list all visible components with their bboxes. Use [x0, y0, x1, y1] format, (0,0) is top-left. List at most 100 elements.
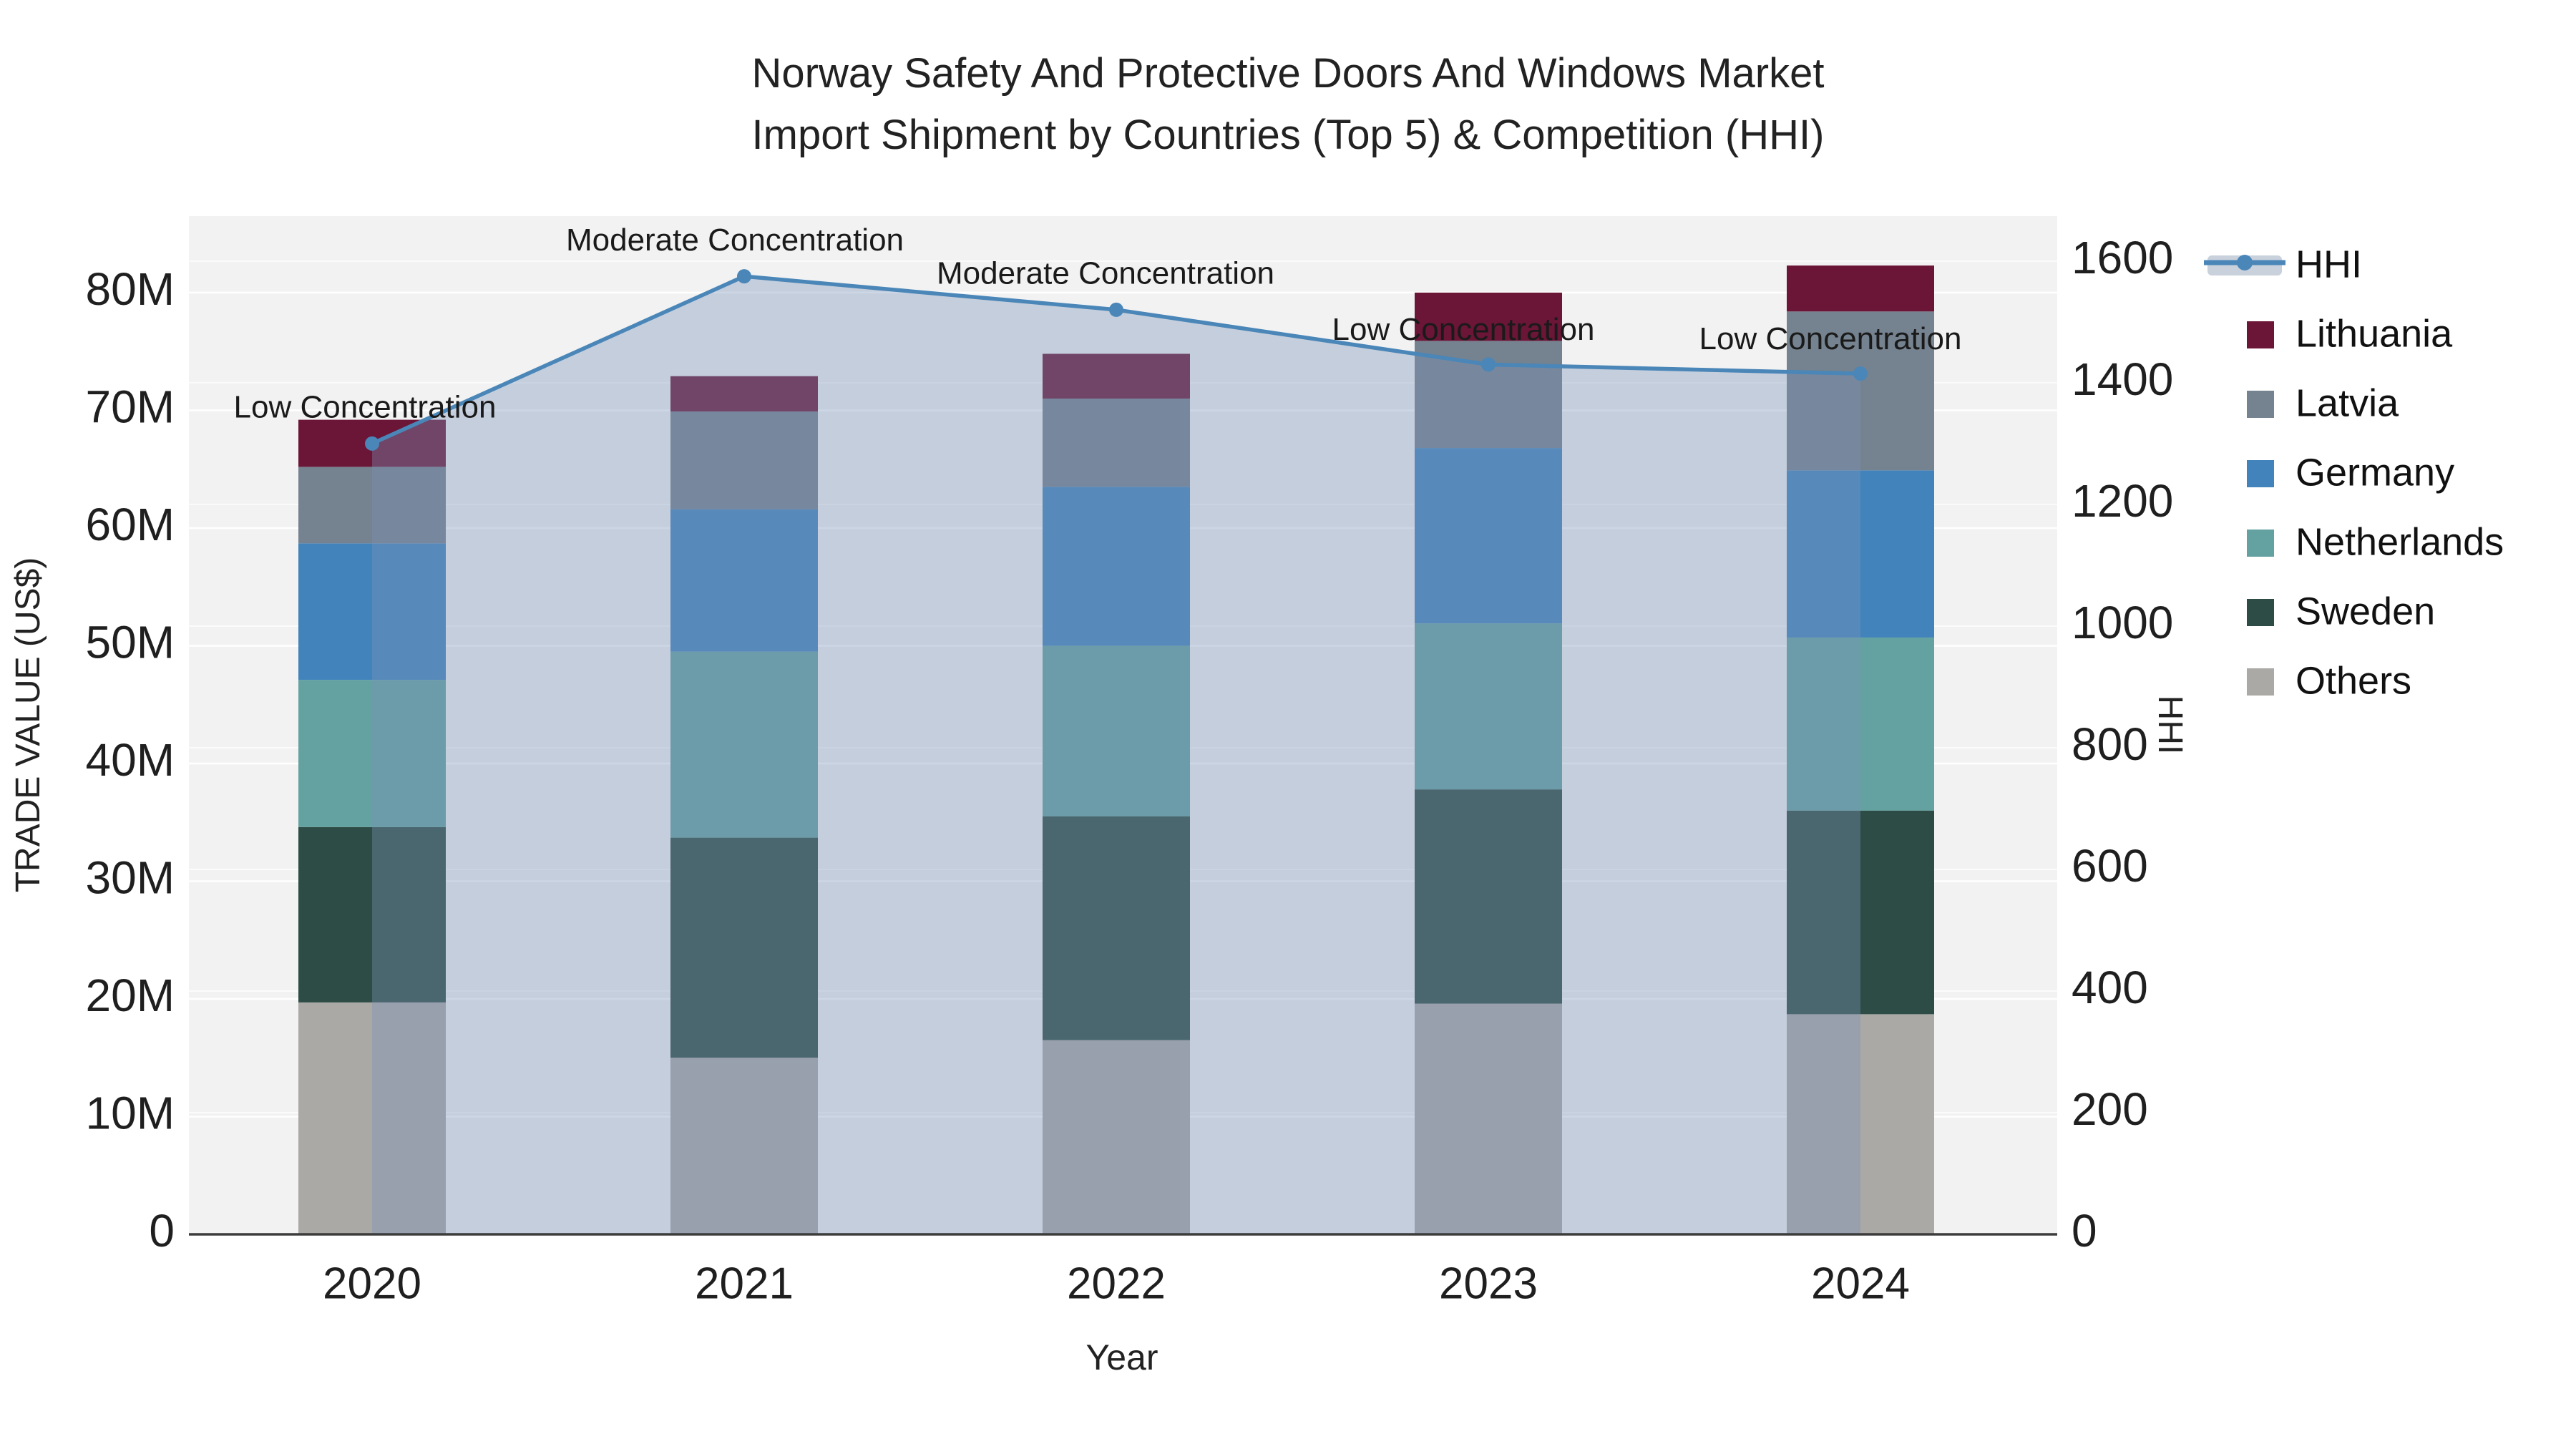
hhi-marker-2024[interactable] — [1853, 366, 1868, 381]
bar-segment-others-2020[interactable] — [298, 1002, 446, 1234]
y-right-tick-labels: 0 200 400 600 800 1000 1200 1400 1600 — [2072, 232, 2173, 1257]
bar-segment-germany-2020[interactable] — [298, 543, 446, 680]
hhi-markers — [365, 269, 1868, 451]
y-left-tick-50M[interactable]: 50M — [86, 616, 175, 668]
y-left-tick-80M[interactable]: 80M — [86, 263, 175, 315]
y-right-tick-800[interactable]: 800 — [2072, 718, 2148, 770]
bar-segment-latvia-2024[interactable] — [1787, 311, 1934, 471]
hhi-marker-2021[interactable] — [737, 269, 751, 284]
y-right-tick-1000[interactable]: 1000 — [2072, 597, 2173, 648]
x-tick-labels: 2020 2021 2022 2023 2024 — [323, 1259, 1910, 1308]
annotation-2024: Low Concentration — [1699, 321, 1962, 356]
y-left-tick-40M[interactable]: 40M — [86, 734, 175, 786]
bar-2023 — [1415, 292, 1562, 1234]
legend-label-latvia: Latvia — [2296, 381, 2399, 424]
x-axis-title: Year — [1085, 1337, 1158, 1377]
bar-segment-netherlands-2023[interactable] — [1415, 623, 1562, 790]
bar-segment-others-2021[interactable] — [670, 1058, 818, 1234]
legend-label-others: Others — [2296, 659, 2411, 702]
legend-item-germany[interactable]: Germany — [2247, 451, 2454, 494]
annotation-2021: Moderate Concentration — [566, 223, 904, 258]
bar-2020 — [298, 419, 446, 1234]
y-right-tick-0[interactable]: 0 — [2072, 1205, 2097, 1257]
bar-segment-sweden-2023[interactable] — [1415, 789, 1562, 1004]
y-right-tick-1600[interactable]: 1600 — [2072, 232, 2173, 283]
bar-segment-others-2022[interactable] — [1043, 1040, 1190, 1234]
legend-label-sweden: Sweden — [2296, 590, 2435, 633]
bar-segment-lithuania-2021[interactable] — [670, 376, 818, 412]
bar-segment-netherlands-2020[interactable] — [298, 680, 446, 827]
bar-segment-germany-2024[interactable] — [1787, 470, 1934, 638]
x-tick-2021[interactable]: 2021 — [695, 1259, 794, 1308]
x-tick-2024[interactable]: 2024 — [1811, 1259, 1910, 1308]
bar-segment-lithuania-2024[interactable] — [1787, 265, 1934, 312]
bar-segment-latvia-2021[interactable] — [670, 411, 818, 509]
bar-segment-germany-2022[interactable] — [1043, 487, 1190, 646]
bar-segment-netherlands-2024[interactable] — [1787, 637, 1934, 811]
bar-segment-sweden-2024[interactable] — [1787, 810, 1934, 1015]
legend-label-lithuania: Lithuania — [2296, 312, 2453, 355]
legend-swatch-icon-sweden — [2247, 599, 2274, 626]
y-left-tick-20M[interactable]: 20M — [86, 970, 175, 1021]
bar-segment-lithuania-2022[interactable] — [1043, 353, 1190, 399]
annotation-2020: Low Concentration — [234, 390, 497, 425]
bar-segment-sweden-2020[interactable] — [298, 826, 446, 1002]
annotation-2022: Moderate Concentration — [937, 256, 1274, 291]
y-right-tick-1200[interactable]: 1200 — [2072, 475, 2173, 527]
y-left-tick-0[interactable]: 0 — [149, 1205, 175, 1257]
chart-title-line1: Norway Safety And Protective Doors And W… — [751, 50, 1825, 97]
legend-swatch-icon-latvia — [2247, 391, 2274, 418]
legend-label-netherlands: Netherlands — [2296, 520, 2504, 563]
legend-item-others[interactable]: Others — [2247, 659, 2411, 702]
legend-item-latvia[interactable]: Latvia — [2247, 381, 2399, 424]
legend-label-hhi: HHI — [2296, 243, 2362, 286]
y-left-tick-10M[interactable]: 10M — [86, 1087, 175, 1138]
y-left-tick-30M[interactable]: 30M — [86, 852, 175, 903]
legend-swatch-icon-netherlands — [2247, 530, 2274, 557]
legend-item-lithuania[interactable]: Lithuania — [2247, 312, 2453, 355]
hhi-area-fill — [372, 276, 1860, 1235]
y-right-tick-1400[interactable]: 1400 — [2072, 353, 2173, 405]
hhi-marker-2020[interactable] — [365, 436, 379, 451]
legend-item-sweden[interactable]: Sweden — [2247, 590, 2435, 633]
y-right-tick-400[interactable]: 400 — [2072, 962, 2148, 1013]
legend-swatch-icon-lithuania — [2247, 321, 2274, 348]
y-right-tick-200[interactable]: 200 — [2072, 1083, 2148, 1135]
bar-segment-germany-2021[interactable] — [670, 509, 818, 652]
legend-label-germany: Germany — [2296, 451, 2454, 494]
hhi-legend-marker-icon — [2237, 255, 2253, 270]
bar-2021 — [670, 376, 818, 1234]
y-left-tick-labels: 0 10M 20M 30M 40M 50M 60M 70M 80M — [86, 263, 175, 1257]
hhi-marker-2022[interactable] — [1109, 302, 1123, 317]
bar-segment-lithuania-2023[interactable] — [1415, 292, 1562, 341]
chart-title: Norway Safety And Protective Doors And W… — [0, 43, 2576, 166]
legend-item-hhi[interactable]: HHI — [2204, 243, 2362, 286]
bar-segment-latvia-2022[interactable] — [1043, 398, 1190, 487]
annotation-2023: Low Concentration — [1332, 312, 1595, 347]
bar-segment-sweden-2021[interactable] — [670, 837, 818, 1058]
bar-segment-netherlands-2022[interactable] — [1043, 645, 1190, 816]
bar-segment-others-2023[interactable] — [1415, 1003, 1562, 1234]
hhi-marker-2023[interactable] — [1481, 357, 1496, 372]
bar-2022 — [1043, 353, 1190, 1234]
chart-title-line2: Import Shipment by Countries (Top 5) & C… — [751, 112, 1825, 158]
bar-segment-others-2024[interactable] — [1787, 1014, 1934, 1234]
legend: HHI Lithuania Latvia Germany Netherlands Swed… — [2204, 243, 2504, 702]
bar-2024 — [1787, 265, 1934, 1234]
bar-series — [298, 265, 1934, 1234]
x-tick-2022[interactable]: 2022 — [1067, 1259, 1166, 1308]
legend-swatch-icon-others — [2247, 668, 2274, 696]
y-left-tick-70M[interactable]: 70M — [86, 381, 175, 432]
bar-segment-germany-2023[interactable] — [1415, 448, 1562, 624]
y-left-tick-60M[interactable]: 60M — [86, 499, 175, 550]
x-tick-2023[interactable]: 2023 — [1439, 1259, 1538, 1308]
legend-item-netherlands[interactable]: Netherlands — [2247, 520, 2504, 563]
x-tick-2020[interactable]: 2020 — [323, 1259, 421, 1308]
y-right-tick-600[interactable]: 600 — [2072, 840, 2148, 892]
legend-swatch-icon-germany — [2247, 460, 2274, 487]
bar-segment-sweden-2022[interactable] — [1043, 816, 1190, 1040]
bar-segment-netherlands-2021[interactable] — [670, 651, 818, 838]
bar-segment-latvia-2020[interactable] — [298, 467, 446, 544]
